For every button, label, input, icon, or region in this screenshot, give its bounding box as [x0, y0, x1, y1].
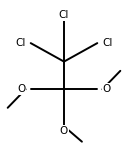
Text: O: O [17, 84, 26, 94]
Text: Cl: Cl [59, 10, 69, 20]
Text: O: O [60, 126, 68, 136]
Text: Cl: Cl [102, 38, 113, 48]
Text: O: O [102, 84, 111, 94]
Text: Cl: Cl [15, 38, 26, 48]
